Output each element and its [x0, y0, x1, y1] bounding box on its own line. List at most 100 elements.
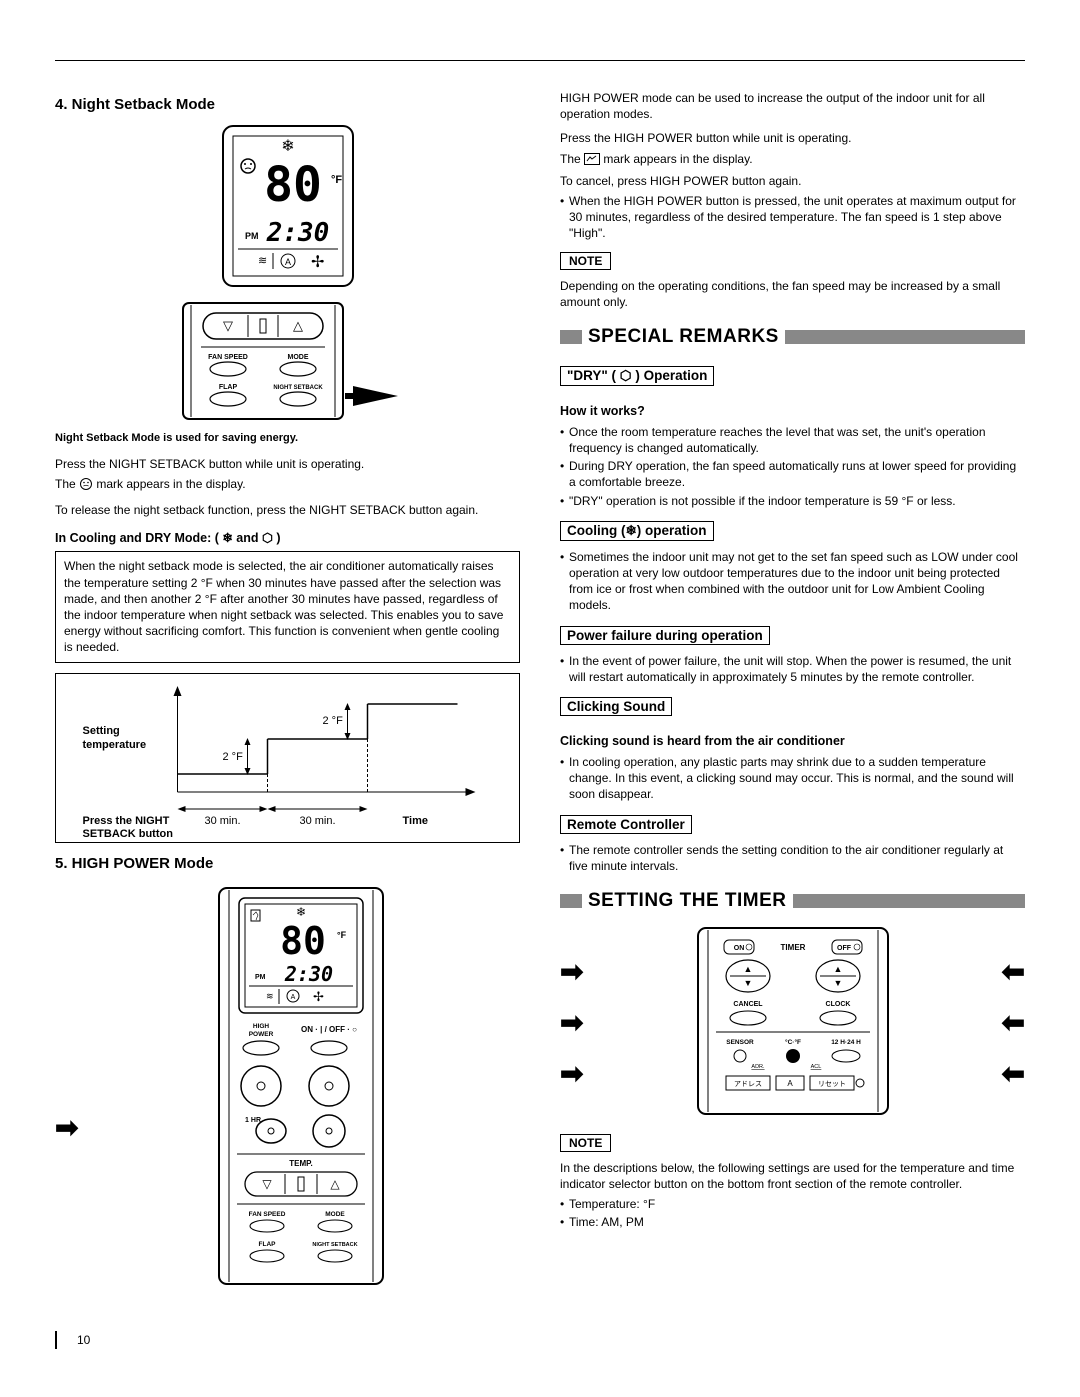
cooling-dry-mode-heading: In Cooling and DRY Mode: ( ❄ and ⬡ ) [55, 530, 520, 545]
svg-text:80: 80 [280, 919, 326, 963]
dry-b2: During DRY operation, the fan speed auto… [560, 458, 1025, 490]
svg-text:A: A [284, 257, 290, 267]
svg-text:▽: ▽ [223, 318, 233, 333]
note2-b1: Temperature: °F [560, 1196, 1025, 1212]
svg-text:✢: ✢ [313, 989, 324, 1004]
svg-text:ON: ON [733, 945, 744, 952]
special-remarks-heading-wrap: SPECIAL REMARKS [560, 326, 1025, 348]
remote-full-high-power: ❄ 80 °F PM 2:30 ≋ A ✢ HIGH POWER ON · | … [211, 886, 391, 1286]
svg-text:▼: ▼ [833, 978, 842, 988]
pf-bullets: In the event of power failure, the unit … [560, 653, 1025, 685]
svg-text:TIMER: TIMER [780, 943, 805, 952]
svg-text:Time: Time [403, 815, 428, 827]
top-rule [55, 60, 1025, 61]
pf-b1: In the event of power failure, the unit … [560, 653, 1025, 685]
dry-b3: "DRY" operation is not possible if the i… [560, 493, 1025, 509]
arrow-right-icon: ➡ [560, 955, 583, 988]
svg-text:HIGH: HIGH [253, 1023, 270, 1030]
section-5-title: 5. HIGH POWER Mode [55, 855, 520, 872]
cool-b1: Sometimes the indoor unit may not get to… [560, 549, 1025, 614]
lcd-display-night-setback: ❄ 80 °F PM 2:30 ≋ A ✢ [203, 121, 373, 291]
svg-text:POWER: POWER [249, 1031, 274, 1038]
svg-text:NIGHT SETBACK: NIGHT SETBACK [313, 1242, 358, 1248]
heading-bar-right-icon [793, 894, 1026, 908]
svg-text:OFF: OFF [837, 945, 852, 952]
svg-text:MODE: MODE [325, 1211, 345, 1218]
svg-text:30 min.: 30 min. [299, 815, 335, 827]
left-column: 4. Night Setback Mode ❄ 80 °F PM 2:30 ≋ … [55, 86, 520, 1296]
svg-text:△: △ [293, 318, 303, 333]
right-column: HIGH POWER mode can be used to increase … [560, 86, 1025, 1296]
note-1-text: Depending on the operating conditions, t… [560, 278, 1025, 310]
heading-bar-left-icon [560, 330, 582, 344]
svg-text:°F: °F [331, 174, 342, 186]
svg-text:2:30: 2:30 [265, 218, 329, 248]
svg-text:temperature: temperature [83, 739, 147, 751]
svg-text:Press the NIGHT: Press the NIGHT [83, 815, 170, 827]
arrow-left-icon: ⬅ [1002, 1057, 1025, 1090]
remote-timer-panel: ON TIMER OFF ▲▼ ▲▼ CANCEL CLOCK SENSOR °… [688, 926, 898, 1116]
svg-text:ON · | / OFF · ○: ON · | / OFF · ○ [301, 1025, 357, 1034]
svg-text:TEMP.: TEMP. [290, 1159, 313, 1168]
special-remarks-heading: SPECIAL REMARKS [588, 326, 779, 348]
setting-timer-heading: SETTING THE TIMER [588, 890, 787, 912]
svg-text:30 min.: 30 min. [204, 815, 240, 827]
night-setback-purpose: Night Setback Mode is used for saving en… [55, 431, 520, 446]
svg-text:≋: ≋ [266, 991, 274, 1001]
svg-text:SENSOR: SENSOR [726, 1039, 754, 1046]
svg-text:2 °F: 2 °F [323, 715, 344, 727]
heading-bar-right-icon [785, 330, 1025, 344]
arrow-right-icon: ➡ [560, 1006, 583, 1039]
note-label-1: NOTE [560, 252, 611, 270]
arrow-right-icon: ➡ [560, 1057, 583, 1090]
clicking-sound-sub: Clicking sound is heard from the air con… [560, 734, 1025, 748]
svg-text:12 H·24 H: 12 H·24 H [831, 1039, 861, 1046]
note-label-2: NOTE [560, 1134, 611, 1152]
click-b1: In cooling operation, any plastic parts … [560, 754, 1025, 803]
svg-text:Setting: Setting [83, 725, 120, 737]
svg-text:ACL: ACL [810, 1064, 821, 1070]
svg-text:FAN SPEED: FAN SPEED [208, 354, 248, 361]
svg-text:A: A [291, 994, 296, 1001]
heading-bar-left-icon [560, 894, 582, 908]
page-number: 10 [55, 1331, 90, 1349]
svg-text:≋: ≋ [258, 255, 267, 267]
dry-operation-box: "DRY" ( ⬡ ) Operation [560, 366, 714, 386]
svg-text:リセット: リセット [818, 1080, 846, 1088]
svg-text:❄: ❄ [281, 138, 294, 155]
svg-text:CANCEL: CANCEL [733, 1001, 763, 1008]
arrow-right-icon: ➡ [55, 1111, 78, 1144]
arrow-left-icon: ⬅ [1002, 955, 1025, 988]
clicking-sound-box: Clicking Sound [560, 697, 672, 716]
svg-text:❄: ❄ [296, 905, 306, 919]
remote-bottom-panel-1: ▽ △ FAN SPEED MODE FLAP NIGHT SETBACK [173, 301, 403, 421]
svg-text:A: A [787, 1079, 793, 1088]
temperature-step-graph: 2 °F 2 °F Setting temperature 30 min. 30… [55, 673, 520, 843]
svg-text:80: 80 [264, 157, 322, 213]
power-failure-box: Power failure during operation [560, 626, 770, 645]
svg-text:PM: PM [245, 231, 259, 241]
note2-b2: Time: AM, PM [560, 1214, 1025, 1230]
svg-text:FLAP: FLAP [259, 1241, 277, 1248]
ns-instruction-2: To release the night setback function, p… [55, 502, 520, 518]
night-setback-description-box: When the night setback mode is selected,… [55, 551, 520, 662]
section-4-title: 4. Night Setback Mode [55, 96, 520, 113]
svg-text:▲: ▲ [743, 964, 752, 974]
svg-text:△: △ [331, 1177, 341, 1191]
dry-how-it-works: How it works? [560, 404, 1025, 418]
svg-text:PM: PM [255, 974, 266, 981]
svg-text:✢: ✢ [311, 254, 324, 271]
cool-bullets: Sometimes the indoor unit may not get to… [560, 549, 1025, 614]
svg-text:▼: ▼ [743, 978, 752, 988]
svg-text:ADR.: ADR. [751, 1064, 765, 1070]
hp-bullets: When the HIGH POWER button is pressed, t… [560, 193, 1025, 242]
ns-instruction-1b: The mark appears in the display. [55, 476, 520, 492]
svg-text:アドレス: アドレス [734, 1080, 762, 1088]
click-bullets: In cooling operation, any plastic parts … [560, 754, 1025, 803]
svg-text:▽: ▽ [263, 1177, 273, 1191]
svg-text:2 °F: 2 °F [223, 751, 244, 763]
rc-b1: The remote controller sends the setting … [560, 842, 1025, 874]
svg-text:MODE: MODE [287, 354, 308, 361]
setting-timer-heading-wrap: SETTING THE TIMER [560, 890, 1025, 912]
dry-bullets: Once the room temperature reaches the le… [560, 424, 1025, 509]
